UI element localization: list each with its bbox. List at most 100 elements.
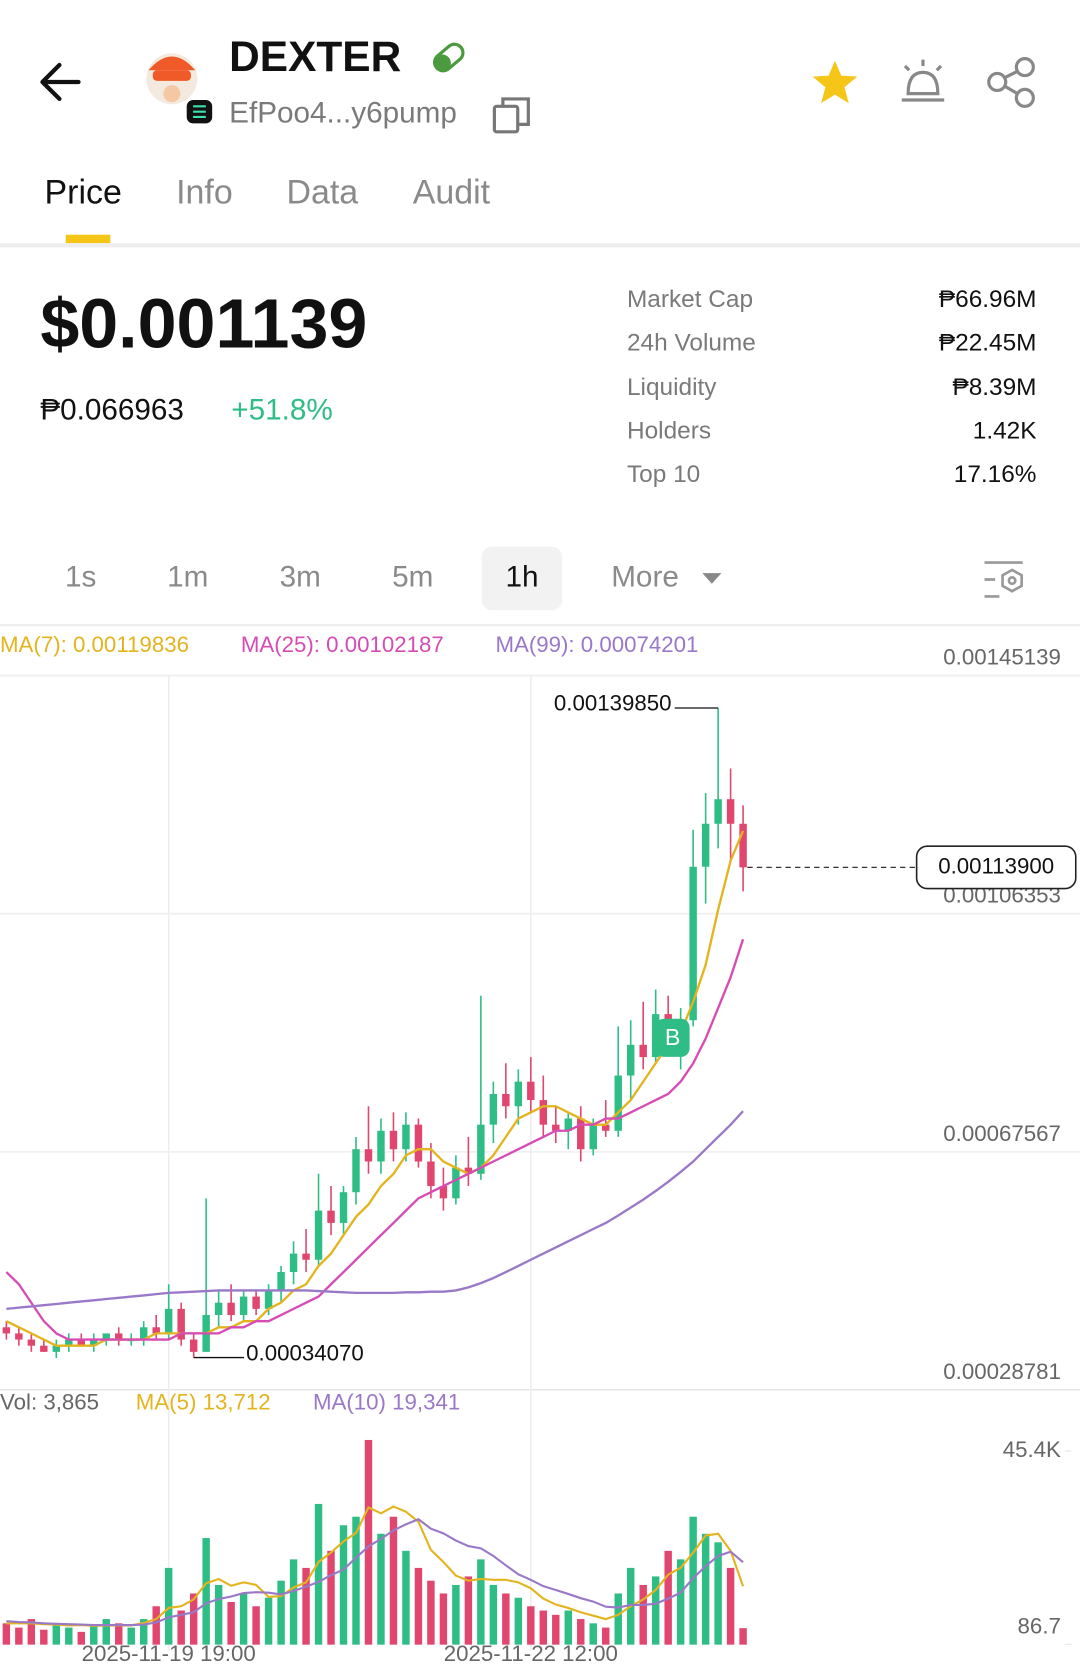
high-label: 0.00139850	[554, 691, 672, 716]
candle-body	[539, 1100, 548, 1125]
candle-body	[239, 1296, 248, 1316]
candle-body	[227, 1302, 235, 1316]
volume-bar	[539, 1610, 548, 1645]
volume-bar	[164, 1567, 173, 1645]
volume-bar	[614, 1593, 622, 1645]
volume-bar	[289, 1559, 298, 1645]
stat-value: ₱8.39M	[952, 374, 1036, 401]
favorite-star[interactable]	[812, 60, 858, 104]
candle-body	[514, 1081, 523, 1107]
ma-legend: MA(7): 0.00119836	[0, 632, 189, 657]
candle-body	[364, 1149, 373, 1162]
volume-bar	[152, 1606, 160, 1645]
tab[interactable]: Price	[45, 173, 122, 211]
volume-bar	[564, 1610, 572, 1645]
stat-label: 24h Volume	[627, 329, 756, 356]
candle-body	[414, 1124, 423, 1162]
candle-body	[589, 1124, 597, 1150]
candle-body	[164, 1308, 173, 1334]
candle-body	[701, 823, 710, 867]
candle-body	[389, 1130, 398, 1150]
interval[interactable]: 1h	[505, 560, 538, 593]
candle-body	[2, 1327, 11, 1334]
back-button[interactable]	[40, 62, 81, 102]
candle-body	[377, 1130, 385, 1162]
share-button[interactable]	[987, 57, 1035, 108]
stat-label: Top 10	[627, 461, 700, 488]
stat-label: Holders	[627, 417, 711, 444]
volume-bar	[514, 1597, 523, 1645]
buy-marker[interactable]: B	[665, 1024, 681, 1050]
candle-body	[277, 1272, 285, 1291]
volume-bar	[27, 1619, 36, 1645]
ma-legend: MA(25): 0.00102187	[241, 632, 444, 657]
volume-bar	[252, 1606, 260, 1645]
divider	[0, 1388, 1080, 1391]
candle-body	[77, 1339, 85, 1346]
candle-body	[214, 1302, 223, 1316]
volume-bar	[489, 1584, 498, 1645]
candle-body	[314, 1210, 323, 1260]
copy-button[interactable]	[492, 97, 530, 134]
volume-bar	[739, 1628, 747, 1645]
volume-tick-label: 86.7	[1018, 1614, 1061, 1639]
volume-bar	[714, 1542, 722, 1645]
candle-body	[140, 1327, 148, 1340]
x-tick-label: 2025-11-22 12:00	[444, 1641, 618, 1664]
tab[interactable]: Audit	[413, 173, 491, 211]
volume-bar	[277, 1580, 285, 1645]
interval[interactable]: 1s	[65, 560, 96, 593]
candle-body	[489, 1093, 498, 1125]
volume-bar	[464, 1576, 473, 1645]
ma-line	[6, 1110, 744, 1311]
volume-bar	[77, 1631, 85, 1645]
candle-body	[739, 823, 747, 868]
volume-bar	[239, 1593, 248, 1645]
interval[interactable]: 1m	[167, 560, 208, 593]
candle-body	[152, 1327, 160, 1334]
candle-body	[115, 1333, 123, 1340]
token-title: DEXTER	[229, 33, 401, 80]
volume-bar	[651, 1576, 660, 1645]
volume-bar	[2, 1623, 11, 1645]
volume-bar	[127, 1627, 135, 1645]
y-tick-label: 0.00145139	[943, 644, 1061, 669]
volume-bar	[389, 1516, 398, 1645]
candle-body	[552, 1124, 560, 1131]
candle-body	[40, 1345, 48, 1352]
more-arrow[interactable]	[702, 573, 722, 584]
volume-bar	[140, 1619, 148, 1645]
tab-indicator	[65, 234, 111, 244]
candle-body	[302, 1253, 310, 1260]
alert-button[interactable]	[901, 59, 945, 102]
price-local: ₱0.066963	[40, 394, 184, 427]
volume-bar	[552, 1614, 560, 1645]
interval[interactable]: 3m	[280, 560, 321, 593]
volume-bar	[177, 1610, 185, 1645]
divider	[0, 243, 1080, 248]
volume-bar	[639, 1584, 647, 1645]
buy-marker-bg[interactable]	[655, 1018, 690, 1057]
volume-bar	[439, 1593, 448, 1645]
interval[interactable]: 5m	[392, 560, 433, 593]
volume-bar	[65, 1627, 73, 1645]
token-address: EfPoo4...y6pump	[229, 97, 457, 130]
volume-ma-legend: MA(10) 19,341	[313, 1390, 460, 1415]
ma-line	[5, 938, 745, 1341]
chart-settings[interactable]	[984, 561, 1023, 598]
volume-bar	[402, 1550, 410, 1645]
volume-bar	[477, 1559, 485, 1645]
candle-body	[714, 799, 722, 824]
tab[interactable]: Info	[176, 173, 233, 211]
candle-body	[564, 1118, 572, 1131]
tab[interactable]: Data	[286, 173, 358, 211]
stat-value: ₱66.96M	[939, 286, 1037, 313]
ma-legend: MA(99): 0.00074201	[495, 632, 698, 657]
interval[interactable]: More	[611, 560, 679, 593]
stat-value: 1.42K	[973, 417, 1037, 444]
pill-icon	[432, 42, 465, 73]
volume-bar	[364, 1439, 373, 1645]
candle-body	[27, 1339, 36, 1346]
volume-bar	[589, 1623, 597, 1645]
volume-legend: Vol: 3,865	[0, 1390, 99, 1415]
